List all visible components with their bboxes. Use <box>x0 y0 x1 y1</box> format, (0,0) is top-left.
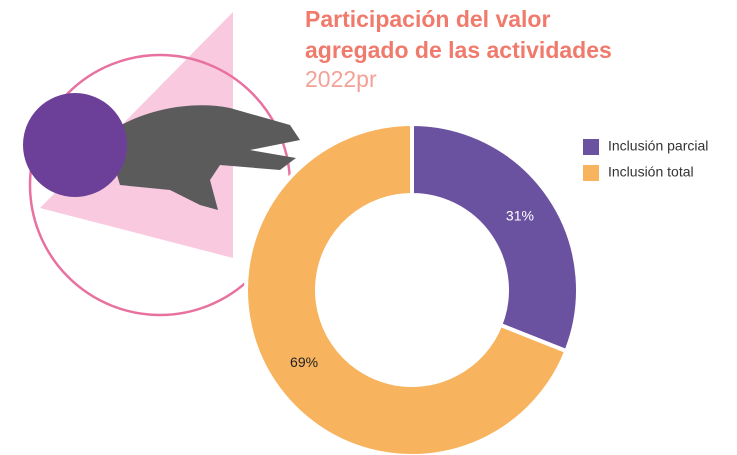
decoration <box>23 12 300 317</box>
legend-swatch <box>583 139 599 155</box>
purple-circle <box>23 93 127 197</box>
donut-segment <box>244 121 569 455</box>
legend-label: Inclusión total <box>608 164 694 180</box>
data-label: 31% <box>506 207 534 223</box>
hand <box>105 105 300 210</box>
donut-segment <box>410 121 580 354</box>
chart-title: Participación del valor agregado de las … <box>305 6 612 63</box>
legend-label: Inclusión parcial <box>608 138 708 154</box>
chart-subtitle: 2022pr <box>305 66 377 92</box>
data-label: 69% <box>290 354 318 370</box>
legend-swatch <box>583 165 599 181</box>
